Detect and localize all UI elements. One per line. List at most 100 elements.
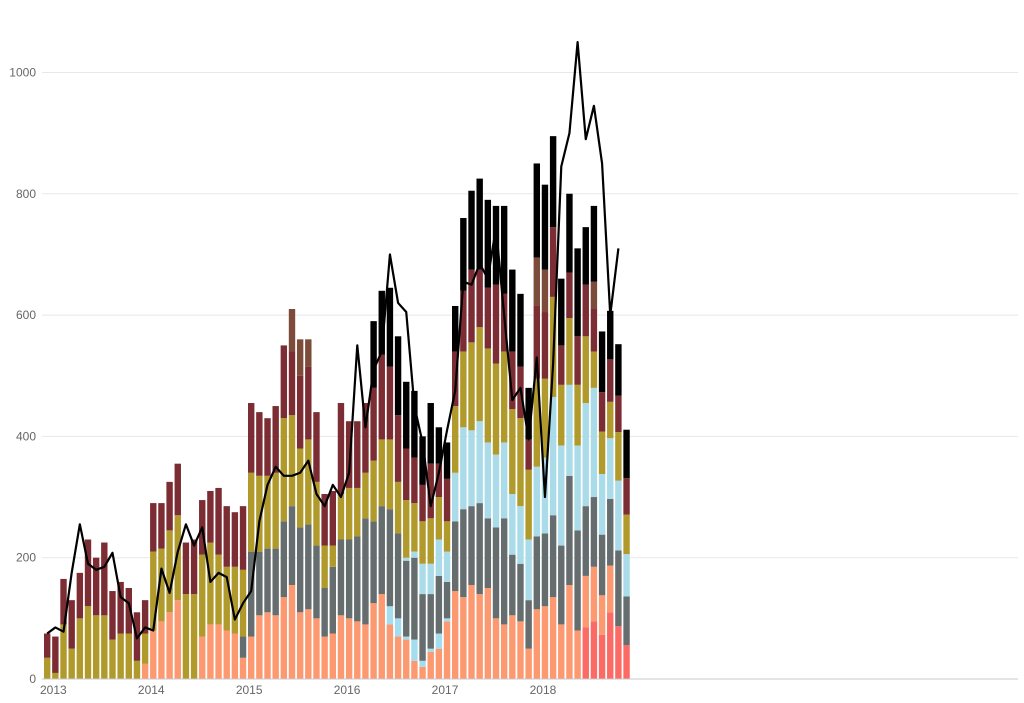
bar-segment [476, 178, 483, 270]
bar-segment [248, 403, 255, 473]
y-tick-label: 600 [16, 308, 36, 322]
bar-segment [549, 227, 557, 297]
bar-segment [558, 624, 565, 679]
bar-segment [411, 639, 418, 661]
bar-segment [394, 415, 402, 482]
bar-segment [231, 566, 239, 634]
bar-segment [386, 606, 394, 625]
bar-segment [313, 481, 320, 546]
bar-segment [443, 551, 451, 582]
bar-segment [623, 554, 630, 597]
bar-segment [280, 345, 288, 419]
bar-segment [166, 530, 173, 613]
bar-segment [476, 594, 483, 679]
bar-segment [84, 539, 92, 607]
bar-segment [435, 575, 443, 634]
bar-segment [288, 309, 296, 352]
bar-segment [231, 512, 239, 567]
bar-segment [166, 481, 173, 531]
bar-segment [484, 588, 492, 679]
bar-segment [549, 515, 557, 598]
bar-segment [150, 630, 157, 679]
bar-segment [199, 554, 206, 637]
bar-segment [125, 633, 132, 679]
bar-segment [264, 475, 271, 549]
bar-segment [558, 278, 565, 346]
bar-segment [76, 572, 84, 619]
bar-segment [533, 257, 540, 306]
bar-segment [321, 588, 328, 637]
bar-segment [484, 199, 492, 288]
bar-segment [468, 190, 475, 270]
bar-segment [378, 439, 385, 507]
trend-line [46, 41, 620, 640]
bar-segment [460, 509, 467, 598]
bar-segment [394, 533, 402, 619]
bar-segment [566, 584, 573, 679]
bar-segment [443, 442, 451, 479]
bar-segment [476, 269, 483, 328]
bar-segment [280, 597, 288, 679]
bar-segment [305, 609, 312, 679]
bar-segment [223, 566, 230, 631]
bar-segment [435, 633, 443, 649]
bar-segment [174, 600, 181, 679]
bar-segment [239, 506, 247, 570]
bar-segment [272, 548, 279, 616]
bar-segment [598, 473, 606, 535]
bar-segment [517, 293, 524, 367]
bar-segment [394, 618, 402, 637]
bar-segment [199, 636, 206, 679]
bar-segment [207, 542, 214, 625]
bar-segment [590, 566, 598, 622]
bar-segment [460, 351, 467, 428]
bar-segment [590, 205, 598, 282]
bar-segment [280, 521, 288, 598]
bar-segment [288, 506, 296, 585]
bar-segment [288, 584, 296, 679]
bar-segment [435, 539, 443, 576]
bar-segment [403, 560, 410, 637]
bar-segment [272, 615, 279, 679]
bar-segment [288, 415, 296, 507]
bar-segment [60, 578, 67, 625]
bar-segment [541, 378, 549, 458]
bar-segment [598, 392, 606, 432]
bar-segment [92, 557, 100, 616]
bar-segment [190, 594, 198, 679]
bar-segment [133, 660, 141, 679]
bar-segment [484, 287, 492, 349]
bar-segment [500, 518, 508, 625]
bar-segment [370, 321, 377, 388]
bar-segment [141, 663, 149, 679]
bar-segment [427, 403, 434, 464]
bar-segment [386, 509, 394, 607]
bar-segment [52, 672, 59, 679]
bar-segment [92, 615, 100, 679]
bar-segment [500, 351, 508, 443]
bar-segment [566, 193, 573, 273]
bar-segment [492, 618, 500, 679]
bar-segment [492, 527, 500, 619]
bar-segment [615, 344, 622, 396]
bar-segment [582, 336, 589, 404]
bar-segment [174, 463, 181, 516]
bar-segment [329, 545, 336, 567]
bar-segment [125, 588, 132, 634]
bar-segment [533, 466, 540, 537]
y-tick-label: 400 [16, 429, 36, 443]
bar-segment [207, 624, 214, 679]
bar-segment [296, 612, 304, 679]
bar-segment [362, 518, 369, 625]
bar-segment [574, 336, 581, 385]
bar-segment [174, 515, 181, 601]
bar-segment [190, 539, 198, 595]
bar-segment [305, 339, 312, 367]
bar-segment [607, 310, 614, 360]
bar-segment [84, 606, 92, 679]
bar-segment [419, 594, 426, 661]
y-tick-label: 800 [16, 187, 36, 201]
bar-segment [44, 633, 51, 658]
bar-segment [150, 503, 157, 552]
bar-segment [607, 498, 614, 566]
